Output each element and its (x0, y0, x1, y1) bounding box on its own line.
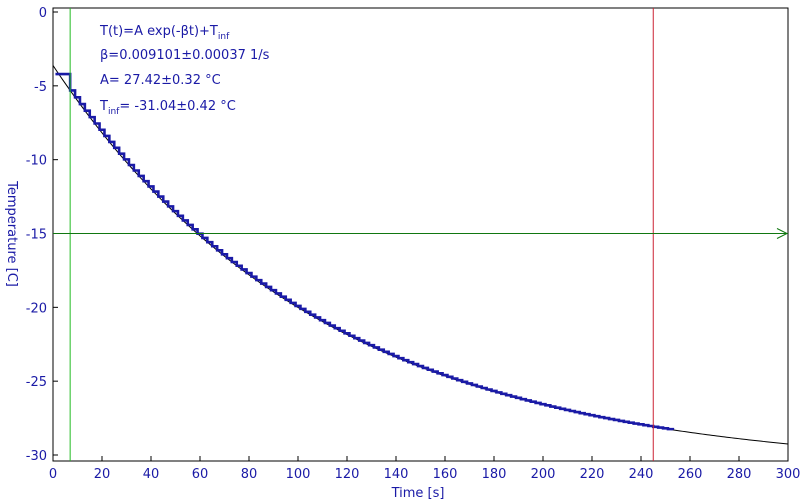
fit-tinf-symbol: T (99, 99, 108, 114)
y-axis: 0 -5 -10 -15 -20 -25 -30 (26, 6, 58, 464)
x-tick-label: 140 (384, 467, 409, 482)
x-tick-label: 300 (776, 467, 800, 482)
fit-amplitude: A= 27.42±0.32 °C (100, 73, 221, 88)
temperature-cursor-arrow[interactable] (776, 228, 789, 239)
x-axis: 0 20 40 60 80 100 120 140 160 180 200 220 240 260 280 3… (49, 456, 800, 482)
y-tick-label: -30 (26, 449, 47, 464)
x-tick-label: 240 (629, 467, 654, 482)
fit-formula-main: T(t)=A exp(-βt)+T (99, 24, 218, 39)
x-tick-label: 280 (727, 467, 752, 482)
y-axis-title: Temperature [C] (4, 180, 19, 287)
x-tick-label: 160 (433, 467, 458, 482)
x-tick-label: 40 (143, 467, 160, 482)
y-tick-label: -10 (26, 154, 47, 169)
x-tick-label: 180 (482, 467, 507, 482)
fit-beta: β=0.009101±0.00037 1/s (100, 48, 270, 63)
y-tick-label: 0 (39, 6, 47, 21)
x-tick-label: 100 (286, 467, 311, 482)
x-axis-title: Time [s] (391, 486, 445, 501)
x-tick-label: 120 (335, 467, 360, 482)
x-tick-label: 60 (192, 467, 209, 482)
x-tick-label: 200 (531, 467, 556, 482)
x-tick-label: 260 (678, 467, 703, 482)
x-tick-label: 80 (241, 467, 258, 482)
fit-tinf: Tinf= -31.04±0.42 °C (99, 99, 236, 117)
y-tick-label: -25 (26, 375, 47, 390)
fit-formula: T(t)=A exp(-βt)+Tinf (99, 24, 230, 42)
fit-formula-sub: inf (218, 32, 230, 42)
fit-tinf-sub: inf (108, 107, 120, 117)
x-tick-label: 20 (94, 467, 111, 482)
data-series (55, 72, 675, 431)
plot-frame (52, 7, 789, 462)
y-tick-label: -15 (26, 228, 47, 243)
x-tick-label: 0 (49, 467, 57, 482)
y-tick-label: -20 (26, 301, 47, 316)
fit-tinf-value: = -31.04±0.42 °C (119, 99, 235, 114)
y-tick-label: -5 (34, 80, 47, 95)
x-tick-label: 220 (580, 467, 605, 482)
